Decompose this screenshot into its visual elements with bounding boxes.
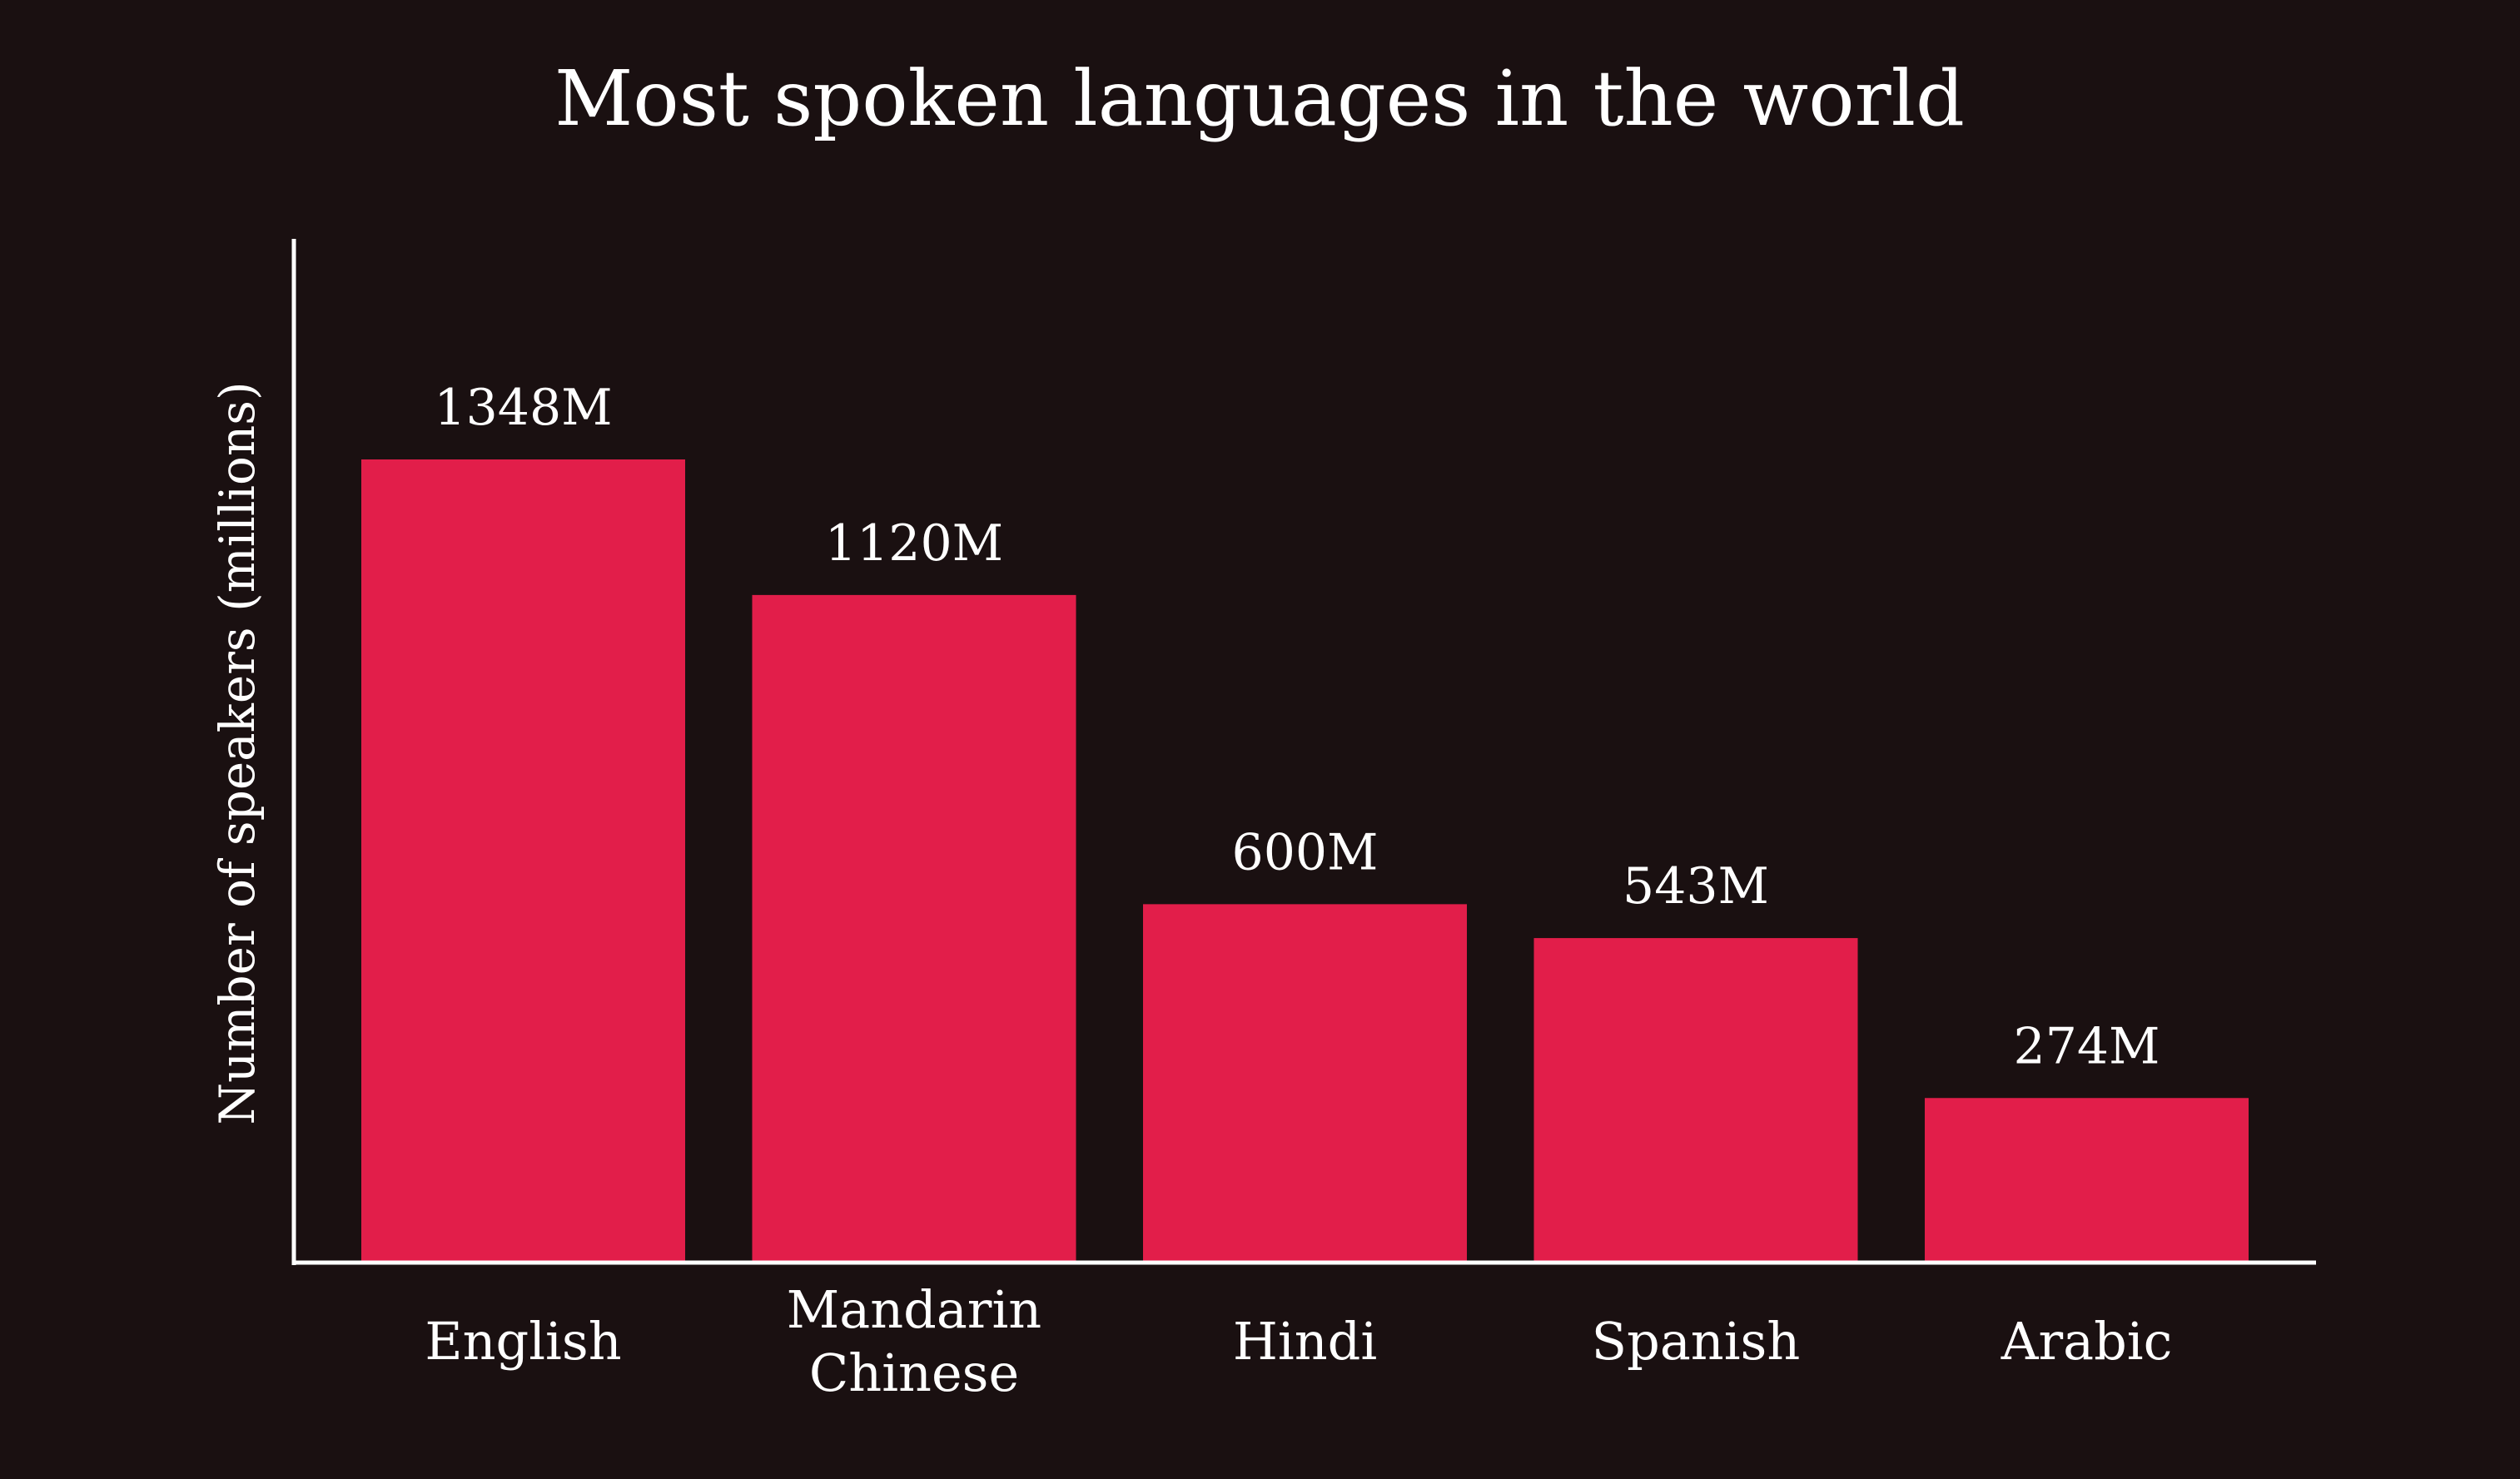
bar-4 (1925, 1098, 2249, 1261)
category-label-0: English (425, 1311, 621, 1372)
chart-title: Most spoken languages in the world (554, 54, 1965, 143)
bar-3 (1533, 938, 1858, 1261)
data-label-1: 1120M (825, 514, 1003, 573)
labels-layer: 1348M English 1120M Mandarin Chinese 600M Hind… (425, 379, 2172, 1403)
data-label-3: 543M (1623, 857, 1769, 916)
data-label-4: 274M (2014, 1017, 2160, 1075)
category-label-1-line-0: Mandarin (787, 1279, 1041, 1340)
category-label-1: Mandarin Chinese (787, 1279, 1041, 1403)
category-label-2: Hindi (1233, 1311, 1377, 1372)
y-axis-label: Number of speakers (millions) (209, 381, 266, 1124)
bars-layer (361, 459, 2249, 1261)
data-label-0: 1348M (434, 379, 612, 437)
bar-1 (752, 594, 1076, 1261)
bar-0 (361, 459, 685, 1261)
category-label-4: Arabic (2001, 1311, 2173, 1372)
category-label-3: Spanish (1592, 1311, 1801, 1372)
category-label-1-line-1: Chinese (809, 1343, 1019, 1403)
bar-2 (1143, 904, 1467, 1261)
data-label-2: 600M (1232, 823, 1379, 881)
